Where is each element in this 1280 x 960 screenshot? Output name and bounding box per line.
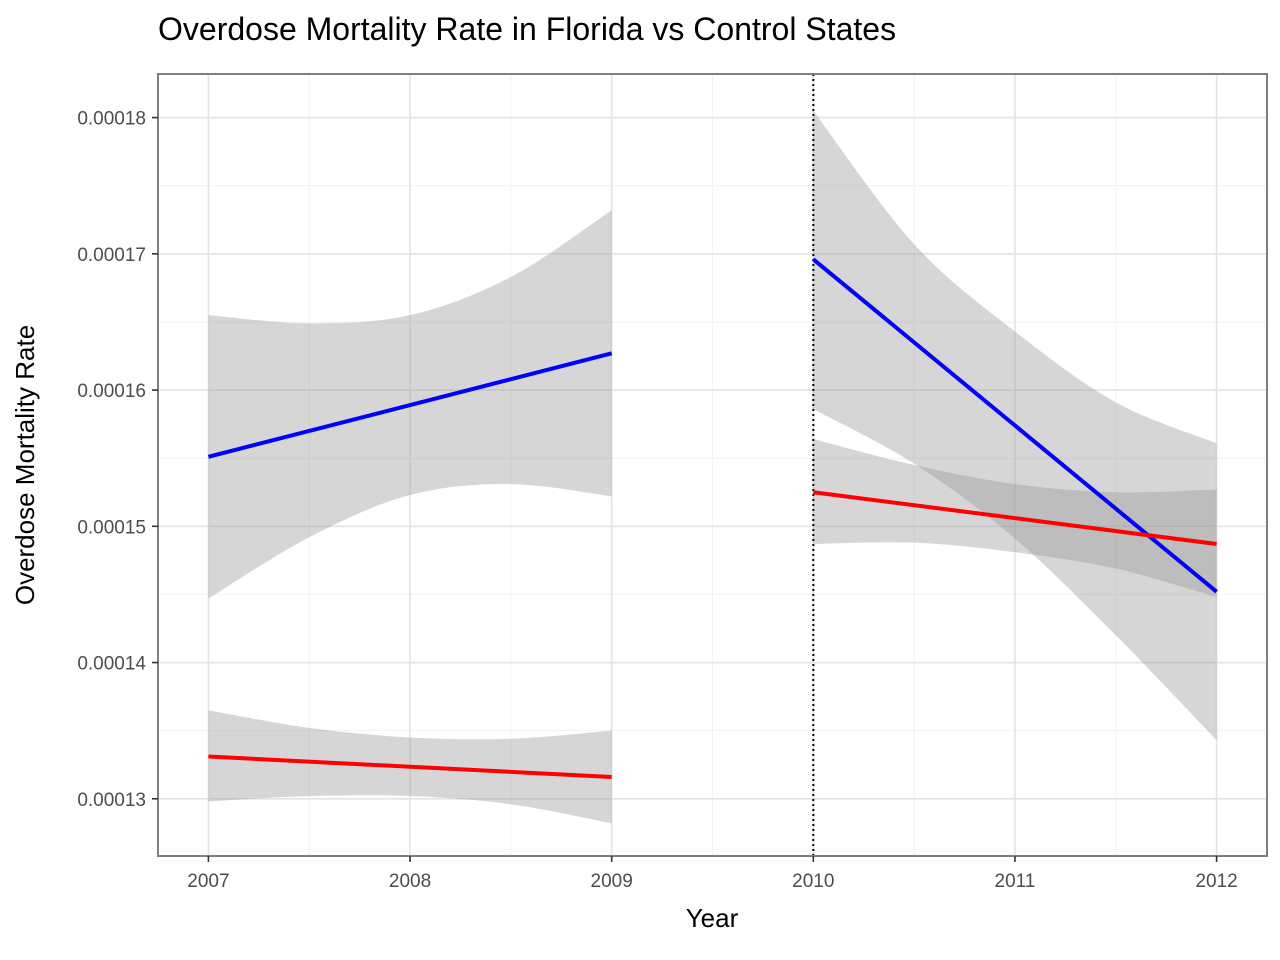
y-tick-label: 0.00016 xyxy=(77,381,146,402)
chart-title: Overdose Mortality Rate in Florida vs Co… xyxy=(158,11,896,47)
x-axis: 2007 2008 2009 2010 2011 2012 xyxy=(187,856,1238,892)
y-axis-title: Overdose Mortality Rate xyxy=(10,325,40,605)
y-axis: 0.00013 0.00014 0.00015 0.00016 0.00017 0.000… xyxy=(77,109,158,811)
y-tick-label: 0.00013 xyxy=(77,790,146,811)
x-tick-label: 2010 xyxy=(792,871,834,892)
series-line xyxy=(813,490,1217,547)
major-gridlines xyxy=(158,74,1267,856)
minor-gridlines xyxy=(158,74,1267,856)
y-tick-label: 0.00017 xyxy=(77,245,146,266)
x-tick-label: 2011 xyxy=(995,871,1036,892)
y-tick-label: 0.00015 xyxy=(77,517,146,538)
series-line xyxy=(208,754,612,779)
x-tick-label: 2009 xyxy=(591,871,633,892)
x-axis-title: Year xyxy=(686,903,739,933)
plot-area xyxy=(157,73,1268,857)
y-tick-label: 0.00018 xyxy=(77,109,146,130)
x-tick-label: 2012 xyxy=(1195,871,1237,892)
series-line xyxy=(207,351,613,459)
x-tick-label: 2007 xyxy=(187,871,229,892)
y-tick-label: 0.00014 xyxy=(77,654,146,675)
fit-lines xyxy=(207,257,1218,779)
x-tick-label: 2008 xyxy=(389,871,431,892)
plot-border xyxy=(157,73,1268,857)
